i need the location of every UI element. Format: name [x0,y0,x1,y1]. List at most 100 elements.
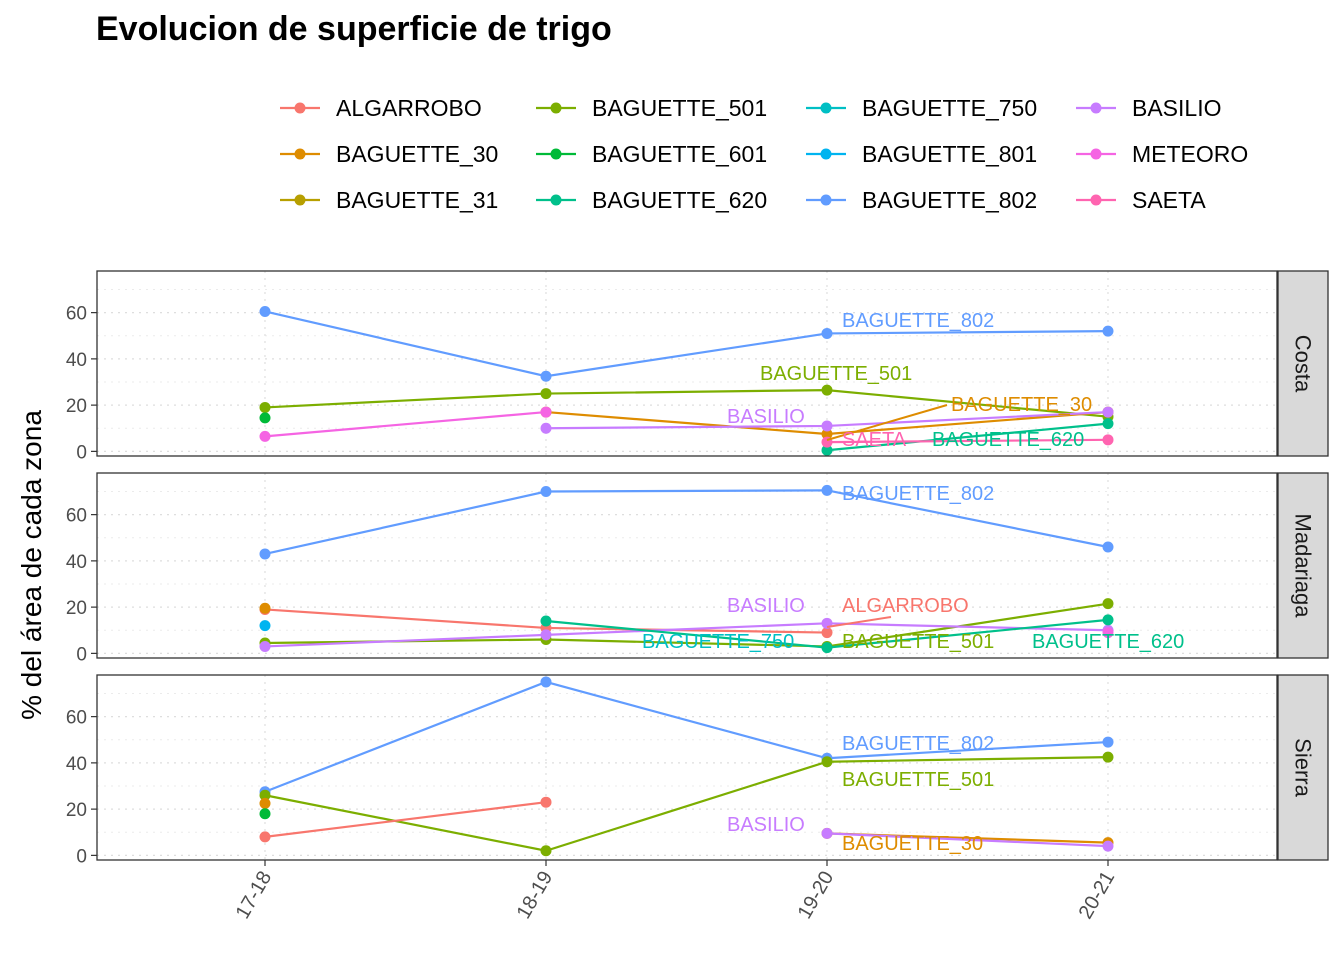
series-line [264,680,1109,793]
series-label: BAGUETTE_802 [842,310,994,332]
facet-strip [1277,674,1329,861]
legend-key: a [1076,194,1116,208]
chart-title: Evolucion de superficie de trigo [96,10,612,48]
series-line [826,422,1109,452]
data-point [259,620,271,632]
y-axis-title: % del área de cada zona [16,410,47,720]
legend-key: a [280,102,320,116]
legend: a ALGARROBO a BAGUETTE_30 a BAGUETTE_31 a BAGUE… [278,90,1344,220]
y-tick-label: 0 [76,846,87,867]
legend-item: a BAGUETTE_30 [278,140,499,167]
data-point [540,370,552,382]
data-point [540,796,552,808]
legend-key: a [280,148,320,162]
legend-key-glyph: a [553,104,560,116]
series-line [264,310,1109,378]
data-point [1102,434,1114,446]
data-point [259,789,271,801]
data-point [1102,418,1114,430]
data-point [821,484,833,496]
y-tick-label: 40 [66,350,87,371]
facet-strip-label: Costa [1291,335,1316,393]
legend-item: a ALGARROBO [278,94,482,121]
series-label: BAGUETTE_501 [842,769,994,791]
data-point [1102,627,1114,639]
legend-key-glyph: a [553,196,560,208]
data-point [1102,840,1114,852]
legend-item: a BAGUETTE_31 [278,186,499,213]
legend-key: a [280,194,320,208]
data-point [259,640,271,652]
series-line [264,801,547,838]
data-point [821,327,833,339]
panel-border [96,472,1278,659]
legend-item: a BAGUETTE_750 [804,94,1038,121]
legend-key: a [536,102,576,116]
series-label: BAGUETTE_501 [760,363,912,385]
series-label: SAETA [842,429,907,451]
legend-key: a [536,194,576,208]
data-point [259,548,271,560]
legend-item: a BASILIO [1074,95,1221,121]
legend-key: a [1076,102,1116,116]
legend-label: SAETA [1132,186,1206,213]
data-point [540,406,552,418]
x-tick-label: 19-20 [794,868,839,923]
panel-border [96,270,1278,457]
legend-label: ALGARROBO [336,94,482,121]
data-point [259,808,271,820]
panel-border [96,674,1278,861]
label-connector [826,404,948,441]
series-line [826,438,1109,444]
x-tick-label: 20-21 [1075,868,1120,923]
data-point [540,388,552,400]
data-point [540,422,552,434]
legend-item: a BAGUETTE_601 [534,140,768,167]
series-label: BAGUETTE_501 [842,631,994,653]
label-connector [826,616,892,628]
data-point [540,486,552,497]
data-point [821,384,833,396]
series-label: BAGUETTE_620 [932,429,1084,451]
legend-label: BAGUETTE_31 [336,186,499,213]
series-line [264,622,1109,648]
x-tick-label: 17-18 [232,868,277,923]
series-label: BAGUETTE_802 [842,733,994,755]
legend-key-glyph: a [823,104,830,116]
series-label: BAGUETTE_802 [842,483,994,505]
legend-key-glyph: a [297,150,304,162]
series-label: BASILIO [727,595,805,617]
data-point [821,420,833,432]
legend-key-glyph: a [1093,196,1100,208]
legend-key-glyph: a [553,150,560,162]
legend-label: BAGUETTE_30 [336,140,499,167]
legend-label: BAGUETTE_601 [592,140,768,167]
legend-key-glyph: a [823,196,830,208]
data-point [1102,736,1114,748]
series-line [264,388,1109,418]
y-tick-label: 20 [66,598,87,619]
y-tick-label: 60 [66,708,87,729]
series-label: BAGUETTE_30 [951,394,1092,416]
y-tick-label: 0 [76,644,87,665]
legend-label: BAGUETTE_802 [862,186,1038,213]
data-point [821,627,833,639]
data-point [1102,541,1114,553]
y-tick-label: 0 [76,442,87,463]
legend-key-glyph: a [1093,150,1100,162]
series-label: BASILIO [727,814,805,836]
facet-strip-label: Sierra [1291,738,1316,797]
legend-label: BAGUETTE_620 [592,186,768,213]
x-tick-label: 18-19 [513,868,558,923]
data-point [259,412,271,424]
facet-strip [1277,472,1329,659]
series-label: BASILIO [727,406,805,428]
data-point [821,642,833,654]
legend-label: BAGUETTE_750 [862,94,1038,121]
data-point [259,831,271,843]
series-label: BAGUETTE_30 [842,833,983,855]
data-point [1102,325,1114,337]
series-label: BAGUETTE_750 [642,631,794,653]
legend-item: a BAGUETTE_620 [534,186,768,213]
